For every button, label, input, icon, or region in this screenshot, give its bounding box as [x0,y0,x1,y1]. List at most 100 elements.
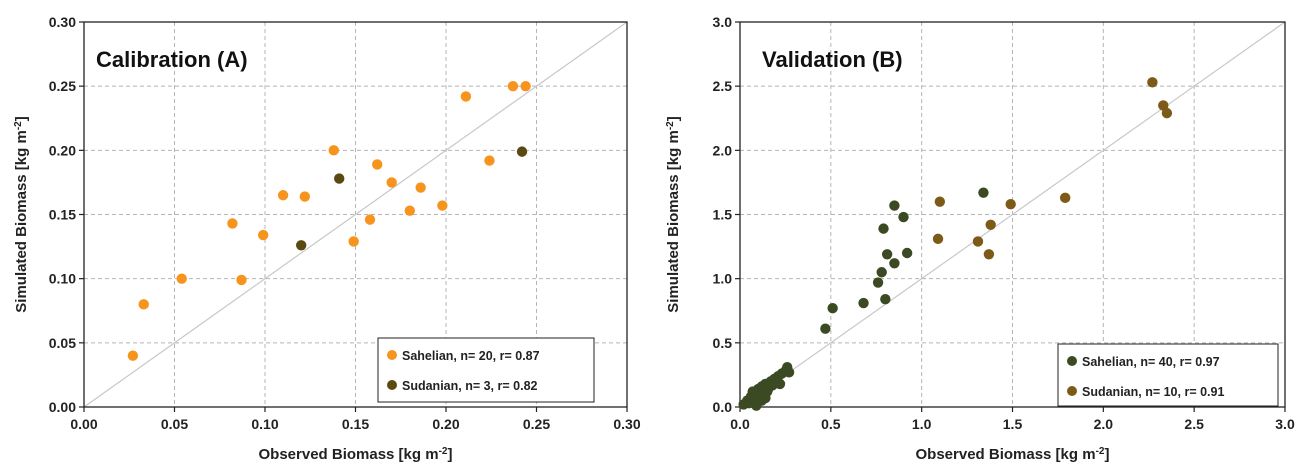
legend-label: Sudanian, n= 10, r= 0.91 [1082,385,1224,399]
y-tick-label: 2.5 [713,78,733,94]
chart-panel-validation: 0.00.0 0.5 0.5 1.0 1.0 1.5 1.5 2.0 2.0 2.5 2.5 3.0 3… [665,14,1295,463]
data-point [299,191,311,202]
series-sahelian [738,187,989,411]
data-point [404,205,415,216]
data-point [751,400,762,411]
data-point [348,236,359,247]
data-point [760,392,771,404]
x-tick-label: 0.0 [730,416,750,432]
data-point [876,267,887,278]
y-axis-label: Simulated Biomass [kg m-2] [665,116,683,312]
legend-marker [1067,386,1077,396]
data-point [364,214,376,225]
chart-panel-calibration: 0.000.00 0.05 0.05 0.10 0.10 0.15 0.15 0.20 0.20… [13,14,641,463]
legend-marker [387,380,397,390]
data-point [516,146,528,157]
data-point [827,302,838,314]
data-point [1005,199,1016,210]
data-point [1158,100,1169,111]
x-tick-label: 2.5 [1184,416,1204,432]
legend-marker [1067,356,1077,366]
data-point [460,91,472,102]
data-point [901,247,913,259]
y-tick-label: 0.10 [49,271,76,287]
data-point [878,223,889,234]
x-tick-label: 0.15 [342,416,369,432]
data-point [520,80,531,92]
chart-title: Validation (B) [762,47,903,72]
data-point [138,299,149,310]
data-point [983,249,995,260]
data-point [1161,107,1173,119]
data-point [437,200,448,211]
one-to-one-line [739,21,1286,408]
data-point [898,211,909,223]
series-sahelian [127,80,531,361]
x-tick-label: 2.0 [1094,416,1114,432]
data-point [872,277,884,288]
data-point [334,173,345,184]
data-point [507,80,519,92]
data-point [985,219,996,230]
legend-box [377,337,595,403]
legend: Sahelian, n= 20, r= 0.87 Sudanian, n= 3, … [377,337,595,403]
data-point [820,323,831,334]
legend-label: Sahelian, n= 20, r= 0.87 [402,349,540,363]
x-tick-label: 1.5 [1003,416,1023,432]
x-tick-label: 1.0 [912,416,932,432]
y-tick-label: 0.05 [49,335,76,351]
x-axis-label: Observed Biomass [kg m-2] [916,446,1110,464]
data-point [972,236,984,247]
x-tick-label: 0.05 [161,416,188,432]
legend-label: Sudanian, n= 3, r= 0.82 [402,379,538,393]
data-point [889,200,900,211]
x-tick-label: 0.30 [613,416,640,432]
x-tick-label: 0.00 [70,416,97,432]
data-point [127,350,139,361]
series-sudanian [296,146,528,251]
data-point [889,258,900,269]
y-tick-label: 0.5 [713,335,733,351]
data-point [1059,192,1071,204]
y-tick-label: 0.30 [49,14,76,30]
legend-label: Sahelian, n= 40, r= 0.97 [1082,355,1220,369]
legend: Sahelian, n= 40, r= 0.97 Sudanian, n= 10,… [1057,343,1279,407]
chart-title: Calibration (A) [96,47,248,72]
y-tick-label: 0.25 [49,78,76,94]
y-axis-label: Simulated Biomass [kg m-2] [13,116,31,312]
x-tick-label: 0.25 [523,416,550,432]
data-point [978,187,989,198]
legend-marker [387,350,397,360]
x-tick-label: 0.5 [821,416,841,432]
data-point [934,196,946,207]
y-tick-label: 0.20 [49,142,76,158]
y-tick-label: 0.15 [49,207,76,223]
y-tick-label: 1.5 [713,207,733,223]
data-point [932,233,944,245]
y-tick-label: 3.0 [713,14,733,30]
x-tick-label: 0.10 [251,416,278,432]
data-point [236,274,247,286]
data-point [880,294,891,305]
data-point [296,240,307,251]
data-point [328,145,339,156]
data-point [484,155,495,166]
data-point [881,249,893,260]
x-tick-label: 0.20 [432,416,459,432]
y-tick-label: 0.0 [713,399,733,415]
y-tick-label: 1.0 [713,271,733,287]
y-tick-label: 0.00 [49,399,76,415]
data-point [372,159,383,170]
data-point [415,182,426,193]
x-axis-label: Observed Biomass [kg m-2] [259,446,453,464]
one-to-one-line [83,21,628,408]
legend-box [1057,343,1279,407]
data-point [176,273,187,284]
series-sudanian [932,77,1173,260]
y-tick-label: 2.0 [713,142,733,158]
data-point [257,229,269,241]
x-tick-label: 3.0 [1275,416,1295,432]
data-point [858,297,869,309]
data-point [1147,77,1158,88]
